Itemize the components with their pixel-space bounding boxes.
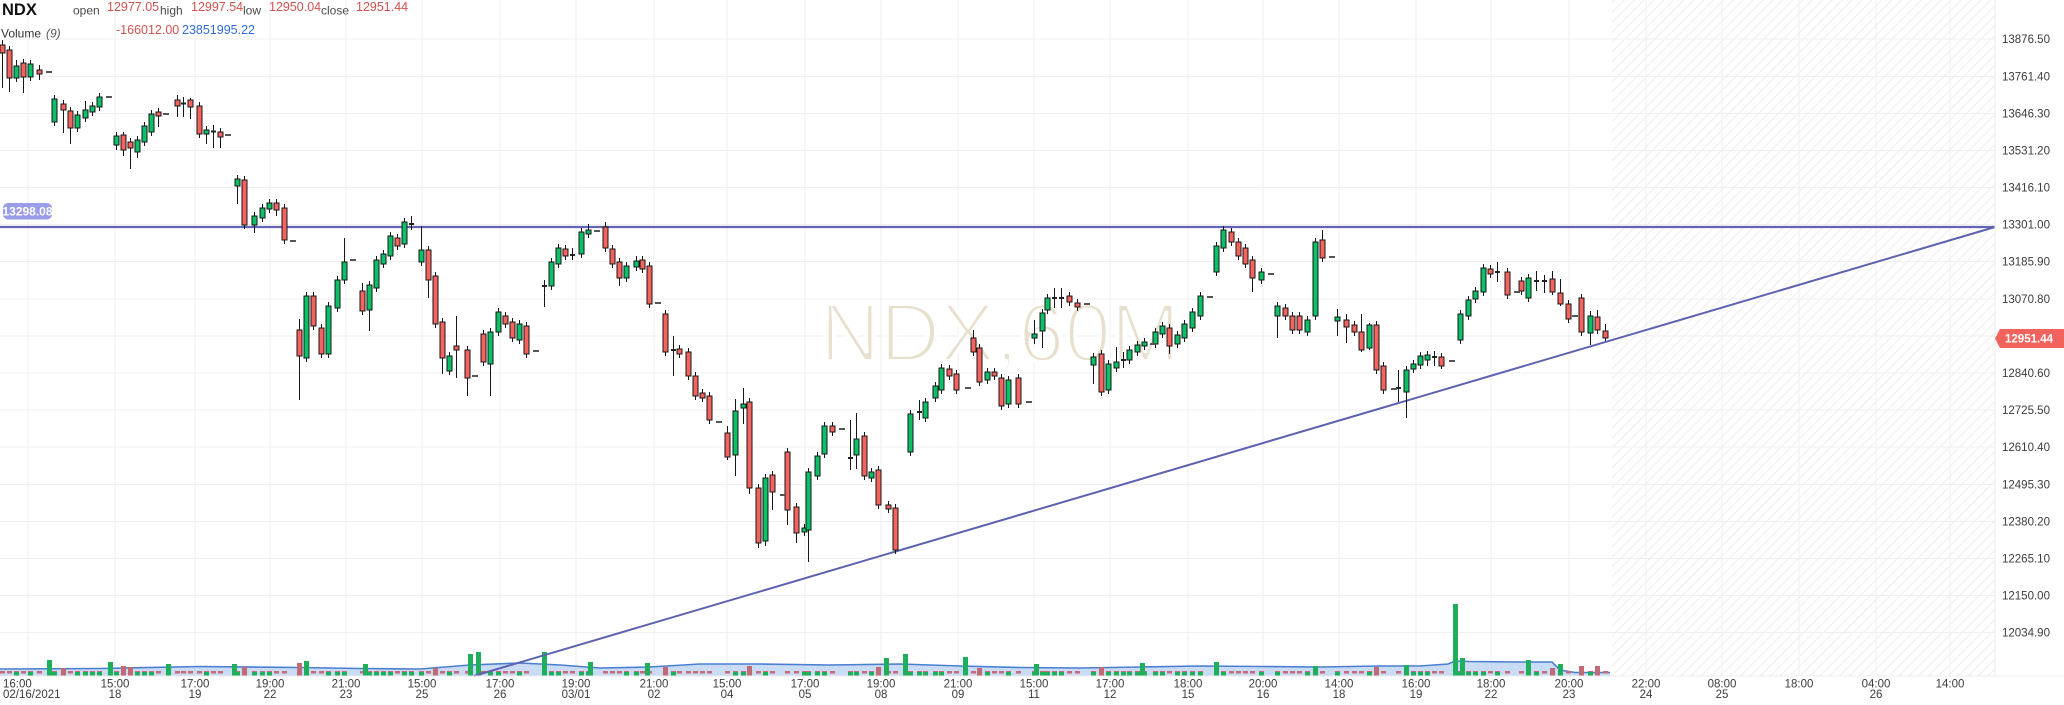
svg-text:12951.44: 12951.44: [356, 0, 408, 14]
svg-text:19:00: 19:00: [256, 679, 285, 691]
svg-text:21:00: 21:00: [332, 679, 361, 691]
svg-text:04: 04: [721, 689, 734, 700]
svg-text:14:00: 14:00: [1325, 679, 1354, 691]
svg-text:high: high: [160, 4, 183, 18]
svg-text:03/01: 03/01: [562, 689, 591, 700]
svg-text:12495.30: 12495.30: [2002, 479, 2050, 491]
svg-text:05: 05: [799, 689, 812, 700]
svg-text:18:00: 18:00: [1477, 679, 1506, 691]
svg-text:02/16/2021: 02/16/2021: [3, 689, 61, 700]
svg-text:12380.20: 12380.20: [2002, 516, 2050, 528]
svg-text:25: 25: [416, 689, 429, 700]
svg-text:18: 18: [1333, 689, 1346, 700]
svg-text:21:00: 21:00: [640, 679, 669, 691]
svg-text:17:00: 17:00: [486, 679, 515, 691]
svg-text:12150.00: 12150.00: [2002, 591, 2050, 603]
svg-text:13646.30: 13646.30: [2002, 108, 2050, 120]
svg-text:12725.50: 12725.50: [2002, 405, 2050, 417]
svg-text:09: 09: [952, 689, 965, 700]
svg-text:14:00: 14:00: [1936, 679, 1965, 691]
svg-text:12997.54: 12997.54: [191, 0, 243, 14]
svg-text:21:00: 21:00: [944, 679, 973, 691]
svg-text:02: 02: [648, 689, 661, 700]
svg-text:19:00: 19:00: [562, 679, 591, 691]
svg-text:NDX,60M: NDX,60M: [820, 286, 1180, 379]
svg-text:(9): (9): [46, 27, 61, 41]
svg-text:-166012.00: -166012.00: [116, 23, 179, 37]
svg-text:16: 16: [1257, 689, 1270, 700]
svg-text:NDX: NDX: [2, 1, 37, 19]
svg-text:23: 23: [1563, 689, 1576, 700]
svg-text:24: 24: [1640, 689, 1653, 700]
svg-text:23851995.22: 23851995.22: [182, 23, 255, 37]
svg-text:20:00: 20:00: [1249, 679, 1278, 691]
svg-text:12950.04: 12950.04: [269, 0, 321, 14]
svg-text:17:00: 17:00: [1096, 679, 1125, 691]
svg-text:19: 19: [1410, 689, 1423, 700]
svg-text:19:00: 19:00: [867, 679, 896, 691]
svg-text:26: 26: [1870, 689, 1883, 700]
svg-text:11: 11: [1028, 689, 1040, 700]
svg-text:18: 18: [109, 689, 122, 700]
svg-text:17:00: 17:00: [181, 679, 210, 691]
svg-text:15: 15: [1182, 689, 1195, 700]
svg-text:18:00: 18:00: [1174, 679, 1203, 691]
svg-text:13876.50: 13876.50: [2002, 34, 2050, 46]
svg-text:25: 25: [1716, 689, 1729, 700]
svg-text:12840.60: 12840.60: [2002, 368, 2050, 380]
svg-text:15:00: 15:00: [408, 679, 437, 691]
svg-text:15:00: 15:00: [1020, 679, 1049, 691]
svg-text:22: 22: [264, 689, 277, 700]
svg-text:15:00: 15:00: [101, 679, 130, 691]
svg-text:low: low: [243, 4, 261, 18]
svg-text:12: 12: [1104, 689, 1117, 700]
svg-text:13301.00: 13301.00: [2002, 220, 2050, 232]
svg-text:13298.08: 13298.08: [2, 205, 52, 219]
svg-text:13761.40: 13761.40: [2002, 71, 2050, 83]
svg-text:12977.05: 12977.05: [107, 0, 159, 14]
svg-text:close: close: [321, 4, 349, 18]
svg-text:13185.90: 13185.90: [2002, 257, 2050, 269]
svg-text:23: 23: [340, 689, 353, 700]
svg-text:13531.20: 13531.20: [2002, 146, 2050, 158]
svg-text:22:00: 22:00: [1632, 679, 1661, 691]
svg-text:17:00: 17:00: [791, 679, 820, 691]
svg-text:19: 19: [189, 689, 202, 700]
svg-text:08:00: 08:00: [1708, 679, 1737, 691]
svg-text:13070.80: 13070.80: [2002, 294, 2050, 306]
svg-text:26: 26: [494, 689, 507, 700]
svg-text:13416.10: 13416.10: [2002, 183, 2050, 195]
svg-text:04:00: 04:00: [1862, 679, 1891, 691]
svg-text:16:00: 16:00: [3, 679, 32, 691]
svg-text:12265.10: 12265.10: [2002, 554, 2050, 566]
svg-text:12610.40: 12610.40: [2002, 442, 2050, 454]
svg-text:22: 22: [1485, 689, 1498, 700]
svg-text:15:00: 15:00: [713, 679, 742, 691]
svg-text:20:00: 20:00: [1555, 679, 1584, 691]
svg-text:open: open: [73, 4, 100, 18]
svg-text:16:00: 16:00: [1402, 679, 1431, 691]
svg-text:12034.90: 12034.90: [2002, 628, 2050, 640]
svg-text:Volume: Volume: [1, 27, 41, 41]
svg-text:08: 08: [875, 689, 888, 700]
svg-text:18:00: 18:00: [1785, 679, 1814, 691]
svg-text:12951.44: 12951.44: [2005, 334, 2054, 346]
